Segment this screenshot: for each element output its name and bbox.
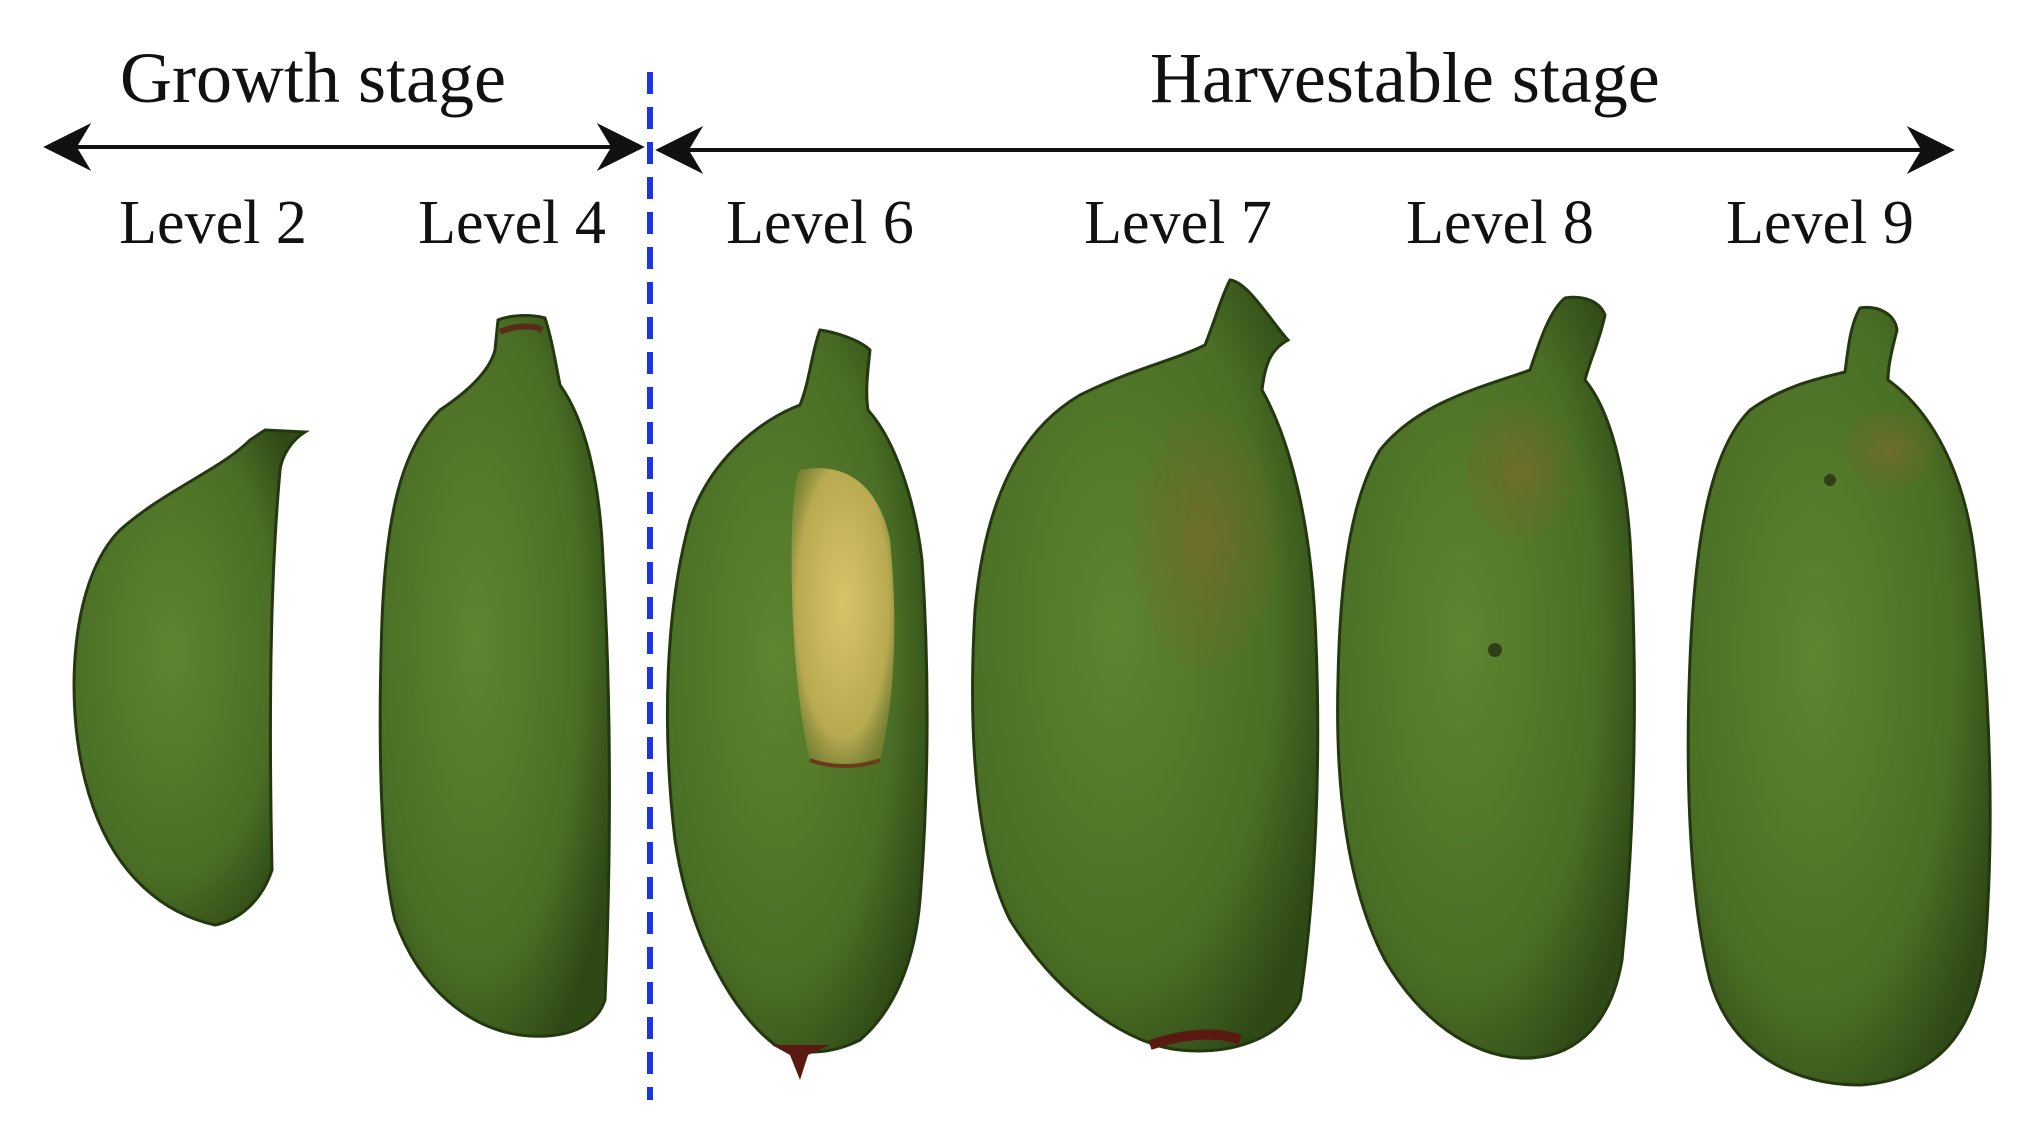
level-8-label: Level 8 [1406,189,1594,257]
level-7-label: Level 7 [1084,189,1272,257]
level-9-label: Level 9 [1726,189,1914,257]
banana-level-6 [665,328,929,1080]
banana-level-7 [971,278,1320,1053]
level-6-label: Level 6 [726,189,914,257]
banana-level-8 [1336,295,1636,1060]
harvestable-stage-label: Harvestable stage [1150,38,1660,118]
level-4-label: Level 4 [418,189,606,257]
banana-level-9 [1686,305,1992,1087]
growth-stage-label: Growth stage [120,38,506,118]
ripening-patch [791,468,895,768]
banana-level-4 [378,314,611,1038]
level-2-label: Level 2 [119,189,307,257]
banana-level-2 [72,428,310,927]
